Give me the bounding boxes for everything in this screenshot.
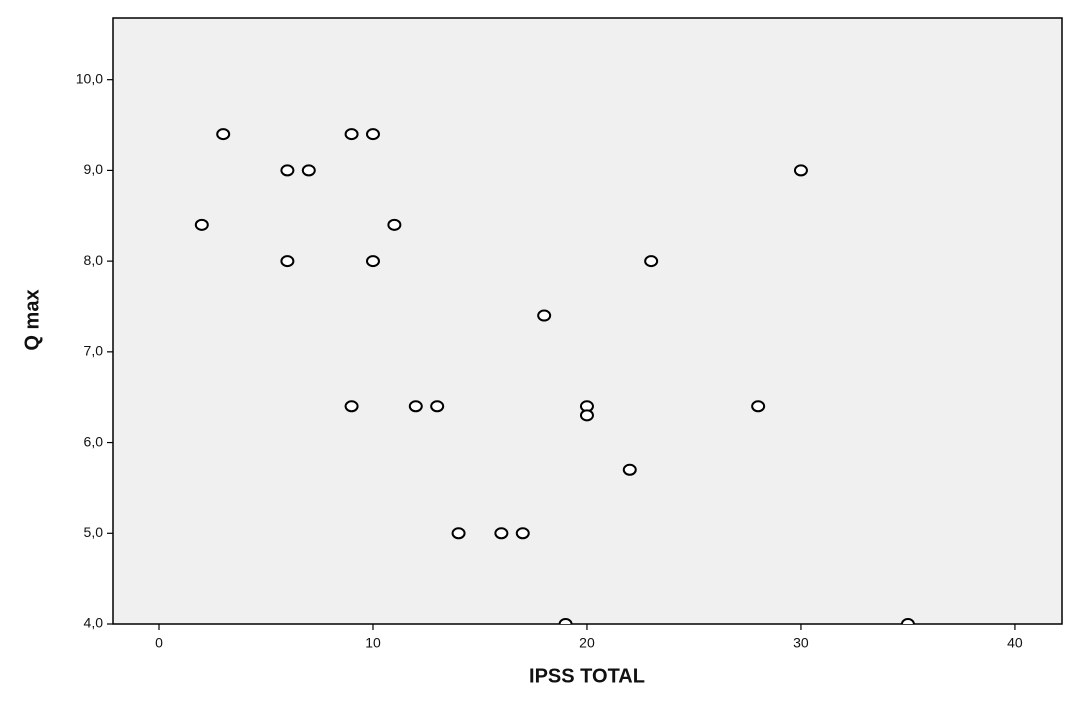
point <box>408 400 423 413</box>
point <box>344 128 359 141</box>
point <box>558 618 573 624</box>
point <box>280 164 295 177</box>
x-tick-label: 0 <box>155 635 163 651</box>
point <box>365 128 380 141</box>
point <box>494 527 509 540</box>
point <box>216 128 231 141</box>
x-axis-title: IPSS TOTAL <box>529 665 645 687</box>
point <box>900 618 915 624</box>
y-tick-label: 8,0 <box>84 252 104 268</box>
point <box>644 255 659 268</box>
point <box>194 218 209 231</box>
point <box>280 255 295 268</box>
point <box>430 400 445 413</box>
y-tick-label: 9,0 <box>84 161 104 177</box>
y-tick-label: 10,0 <box>76 70 103 86</box>
points <box>194 128 915 624</box>
x-tick-label: 20 <box>579 635 595 651</box>
point <box>451 527 466 540</box>
point <box>515 527 530 540</box>
x-tick-label: 10 <box>365 635 381 651</box>
plot-area <box>112 17 1063 625</box>
point <box>622 463 637 476</box>
point <box>579 409 594 422</box>
point <box>751 400 766 413</box>
point <box>387 218 402 231</box>
point <box>793 164 808 177</box>
point <box>301 164 316 177</box>
point <box>537 309 552 322</box>
y-tick-label: 6,0 <box>84 433 104 449</box>
y-tick-label: 4,0 <box>84 615 104 631</box>
x-tick-label: 40 <box>1007 635 1023 651</box>
y-tick-label: 7,0 <box>84 343 104 359</box>
y-tick-label: 5,0 <box>84 524 104 540</box>
point <box>344 400 359 413</box>
point <box>365 255 380 268</box>
x-tick-label: 30 <box>793 635 809 651</box>
y-axis-title: Q max <box>21 289 43 350</box>
